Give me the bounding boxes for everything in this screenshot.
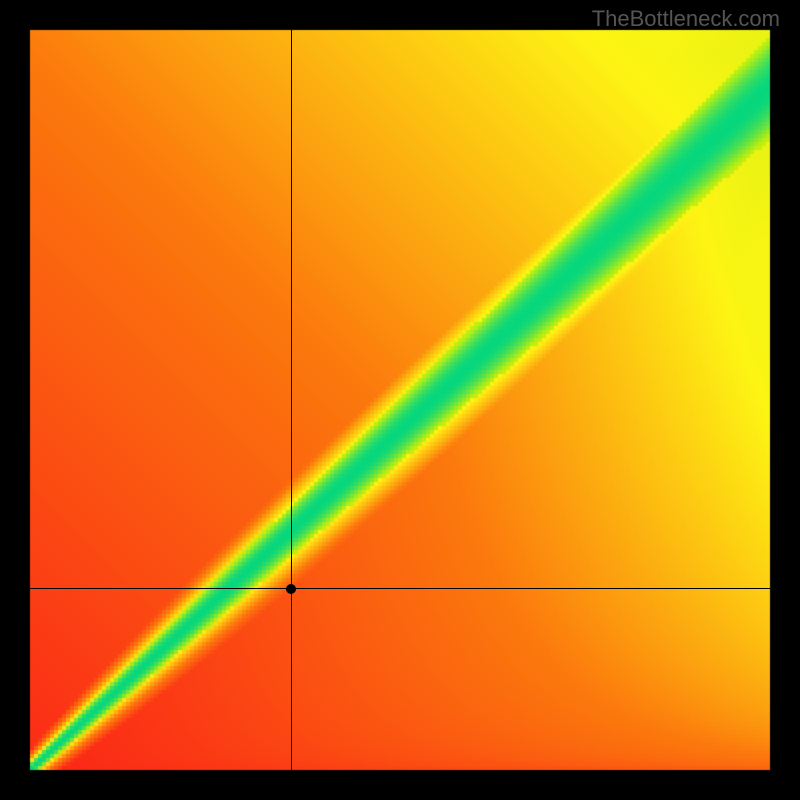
crosshair-dot	[286, 584, 296, 594]
bottleneck-heatmap	[0, 0, 800, 800]
crosshair-horizontal	[30, 588, 770, 589]
watermark-text: TheBottleneck.com	[592, 6, 780, 32]
crosshair-vertical	[291, 30, 292, 770]
chart-container: { "watermark": { "text": "TheBottleneck.…	[0, 0, 800, 800]
